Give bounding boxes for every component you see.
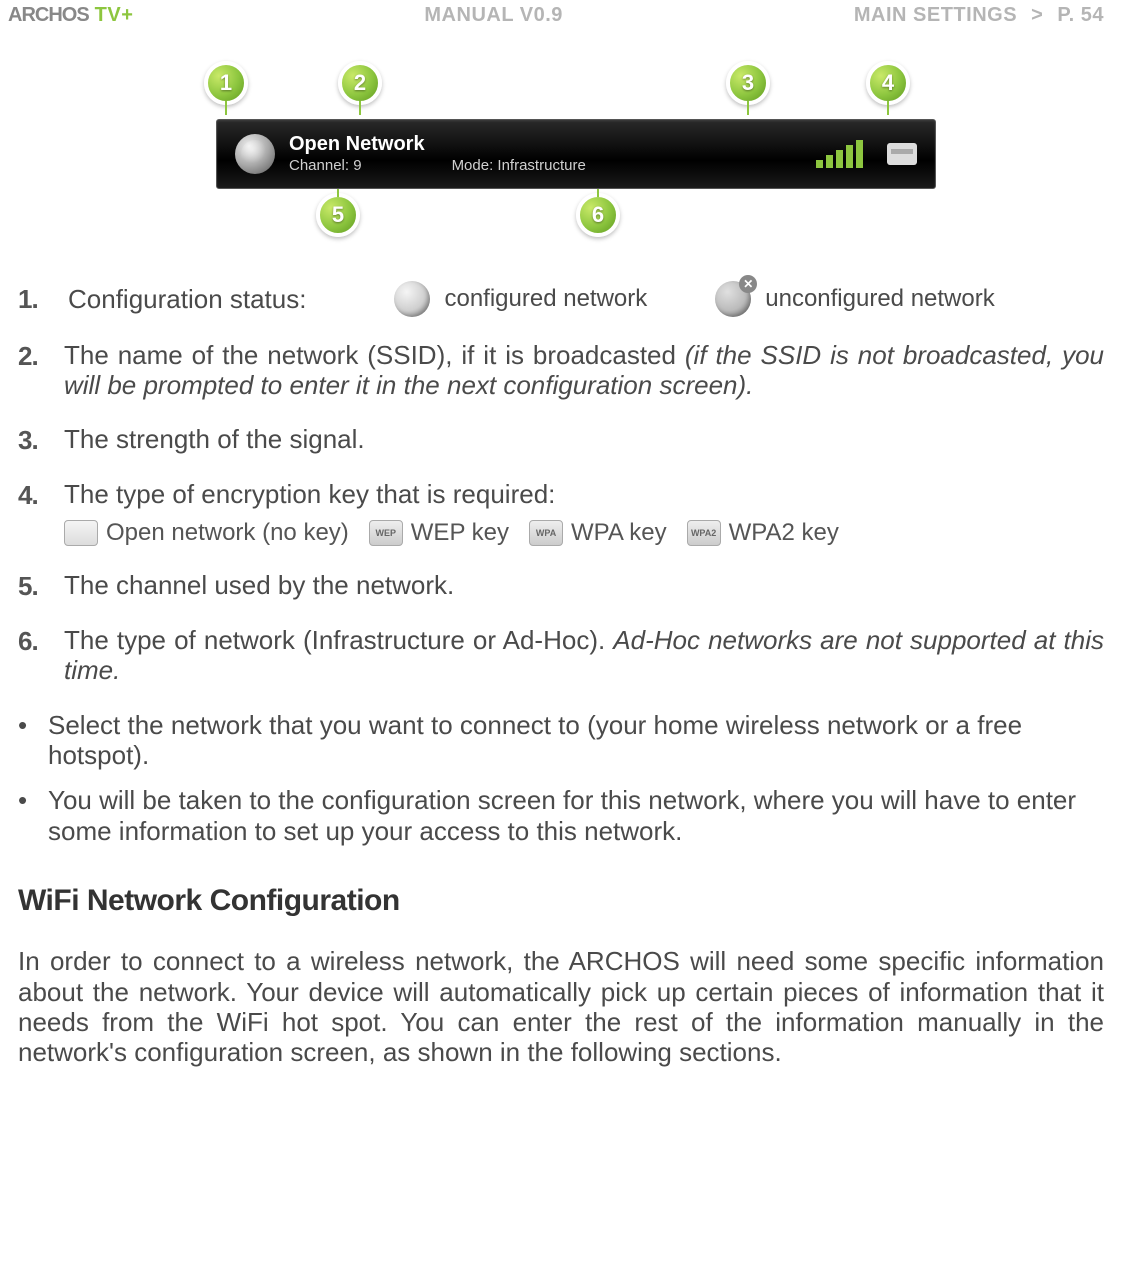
bullet-list: • Select the network that you want to co… [18, 710, 1104, 847]
item-6-text: The type of network (Infrastructure or A… [64, 626, 1104, 686]
item-2a: The name of the network (SSID), if it is… [64, 340, 685, 370]
enc-open-label: Open network (no key) [106, 519, 349, 547]
paragraph: In order to connect to a wireless networ… [18, 946, 1104, 1068]
content: 1. Configuration status: configured netw… [0, 281, 1122, 1068]
encryption-row: Open network (no key) WEP WEP key WPA WP… [64, 519, 1104, 547]
item-1: 1. Configuration status: configured netw… [18, 281, 1104, 317]
num-3: 3. [18, 425, 54, 456]
manual-label: MANUAL [424, 4, 513, 26]
enc-open: Open network (no key) [64, 519, 349, 547]
badge-3: 3 [726, 61, 770, 105]
globe-icon [235, 134, 275, 174]
bullet-dot-icon: • [18, 785, 36, 846]
num-5: 5. [18, 571, 54, 602]
item-6: 6. The type of network (Infrastructure o… [18, 626, 1104, 686]
network-diagram: 1 2 3 4 5 6 Open Network Channel: 9 Mode… [186, 61, 936, 241]
item-5-text: The channel used by the network. [64, 571, 1104, 601]
logo-text: ARCHOS [8, 4, 89, 27]
mode-label: Mode: Infrastructure [452, 157, 586, 176]
badge-2: 2 [338, 61, 382, 105]
enc-wep: WEP WEP key [369, 519, 509, 547]
enc-wpa2-label: WPA2 key [729, 519, 839, 547]
open-key-icon [64, 520, 98, 546]
num-2: 2. [18, 341, 54, 372]
enc-wpa-label: WPA key [571, 519, 667, 547]
bullet-2: • You will be taken to the configuration… [18, 785, 1104, 846]
bullet-2-text: You will be taken to the configuration s… [48, 785, 1104, 846]
channel-label: Channel: 9 [289, 157, 362, 176]
wep-key-icon: WEP [369, 520, 403, 546]
item-1-label: Configuration status: [68, 284, 306, 315]
section-title: WiFi Network Configuration [18, 884, 1104, 918]
section-label: MAIN SETTINGS [854, 4, 1017, 26]
tvplus-label: TV+ [95, 4, 134, 27]
bullet-1: • Select the network that you want to co… [18, 710, 1104, 771]
configured-label: configured network [444, 285, 647, 313]
badge-4: 4 [866, 61, 910, 105]
item-4-text: The type of encryption key that is requi… [64, 480, 1104, 510]
num-4: 4. [18, 480, 54, 511]
item-6a: The type of network (Infrastructure or A… [64, 625, 613, 655]
version-label: V0.9 [520, 4, 563, 26]
bullet-dot-icon: • [18, 710, 36, 771]
numbered-list: 1. Configuration status: configured netw… [18, 281, 1104, 686]
item-2-text: The name of the network (SSID), if it is… [64, 341, 1104, 401]
wpa2-key-icon: WPA2 [687, 520, 721, 546]
num-6: 6. [18, 626, 54, 657]
badge-1: 1 [204, 61, 248, 105]
item-5: 5. The channel used by the network. [18, 571, 1104, 602]
configured-globe-icon [394, 281, 430, 317]
page-header: ARCHOS TV+ MANUAL V0.9 MAIN SETTINGS > P… [0, 0, 1122, 31]
network-title: Open Network [289, 132, 802, 157]
card-icon [887, 143, 917, 165]
badge-6: 6 [576, 193, 620, 237]
num-1: 1. [18, 284, 54, 315]
header-right: MAIN SETTINGS > P. 54 [854, 4, 1104, 27]
enc-wep-label: WEP key [411, 519, 509, 547]
page-label: P. 54 [1057, 4, 1104, 26]
network-bar: Open Network Channel: 9 Mode: Infrastruc… [216, 119, 936, 189]
item-3: 3. The strength of the signal. [18, 425, 1104, 456]
network-bar-text: Open Network Channel: 9 Mode: Infrastruc… [289, 132, 802, 176]
unconfigured-label: unconfigured network [765, 285, 994, 313]
header-left: ARCHOS TV+ [8, 4, 133, 27]
breadcrumb-gt: > [1031, 4, 1043, 26]
wpa-key-icon: WPA [529, 520, 563, 546]
enc-wpa2: WPA2 WPA2 key [687, 519, 839, 547]
header-center: MANUAL V0.9 [424, 4, 563, 27]
badge-5: 5 [316, 193, 360, 237]
unconfigured-globe-icon [715, 281, 751, 317]
item-2: 2. The name of the network (SSID), if it… [18, 341, 1104, 401]
enc-wpa: WPA WPA key [529, 519, 667, 547]
signal-icon [816, 140, 863, 168]
item-3-text: The strength of the signal. [64, 425, 1104, 455]
item-4: 4. The type of encryption key that is re… [18, 480, 1104, 547]
bullet-1-text: Select the network that you want to conn… [48, 710, 1104, 771]
